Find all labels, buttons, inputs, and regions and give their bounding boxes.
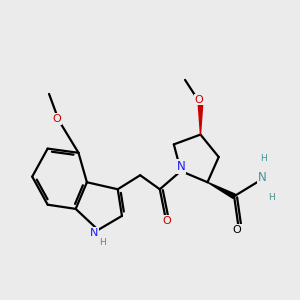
Text: N: N (90, 228, 98, 238)
Text: O: O (52, 114, 61, 124)
Text: H: H (268, 193, 275, 202)
Text: O: O (163, 216, 171, 226)
Text: N: N (258, 171, 266, 184)
Text: H: H (99, 238, 106, 247)
Text: O: O (195, 94, 203, 104)
Text: N: N (176, 160, 185, 173)
Polygon shape (198, 104, 203, 135)
Text: H: H (260, 154, 267, 163)
Polygon shape (208, 182, 235, 198)
Text: O: O (232, 225, 241, 235)
